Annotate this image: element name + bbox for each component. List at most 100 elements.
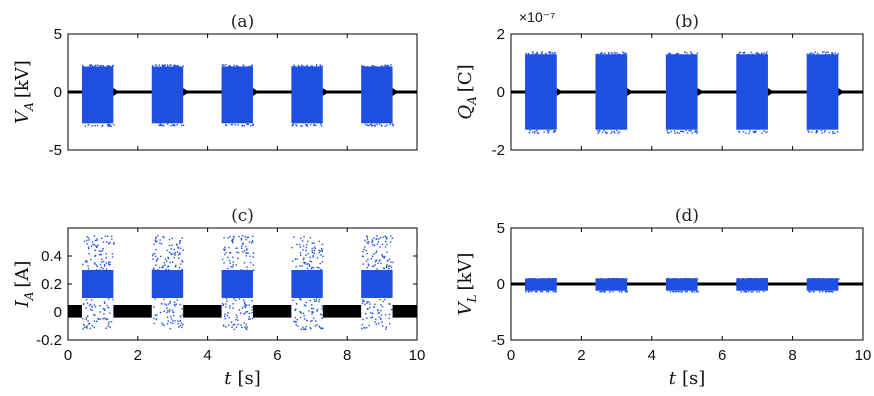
burst-block [151, 66, 184, 124]
scatter-point [825, 53, 827, 55]
scatter-point [747, 278, 750, 280]
scatter-point [296, 258, 298, 260]
scatter-point [178, 266, 181, 269]
scatter-point [737, 53, 740, 55]
scatter-point [227, 312, 229, 314]
scatter-point [94, 306, 97, 308]
scatter-point [237, 257, 239, 260]
scatter-point [596, 53, 599, 55]
scatter-point [548, 51, 550, 54]
scatter-point [381, 321, 383, 323]
scatter-point [828, 131, 831, 134]
scatter-point [830, 290, 832, 293]
scatter-point [310, 267, 313, 270]
scatter-point [755, 52, 757, 55]
scatter-point [152, 258, 154, 260]
scatter-point [370, 312, 372, 314]
scatter-point [809, 54, 811, 56]
scatter-point [181, 260, 183, 262]
burst-block [81, 66, 114, 124]
scatter-point [676, 131, 679, 134]
scatter-point [382, 300, 384, 303]
scatter-point [103, 317, 106, 319]
scatter-point [766, 51, 768, 53]
scatter-point [825, 51, 828, 53]
scatter-point [829, 278, 831, 280]
scatter-point [610, 52, 612, 54]
scatter-point [237, 124, 239, 126]
scatter-point [378, 238, 380, 240]
scatter-point [245, 66, 248, 68]
scatter-point [181, 268, 183, 271]
scatter-point [107, 123, 110, 125]
x-tick-label: 6 [273, 347, 281, 364]
scatter-point [107, 261, 110, 263]
y-tick-label: 0 [497, 276, 505, 293]
scatter-point [87, 315, 89, 317]
scatter-point [381, 305, 384, 308]
scatter-point [762, 277, 764, 280]
scatter-point [532, 53, 534, 55]
scatter-point [366, 252, 369, 255]
scatter-point [155, 238, 157, 240]
scatter-point [318, 249, 320, 252]
scatter-point [91, 125, 94, 127]
scatter-point [311, 242, 313, 245]
scatter-point [96, 124, 99, 127]
scatter-point [177, 322, 180, 325]
scatter-point [673, 278, 675, 280]
scatter-point [766, 278, 768, 280]
scatter-point [378, 123, 381, 126]
burst-end-marker [113, 88, 120, 96]
scatter-point [243, 124, 245, 127]
scatter-point [742, 130, 745, 133]
scatter-point [95, 269, 98, 271]
scatter-point [85, 307, 87, 309]
scatter-point [609, 290, 611, 293]
x-tick-label: 0 [507, 347, 515, 364]
scatter-point [168, 311, 171, 313]
scatter-point [174, 254, 176, 256]
scatter-point [321, 308, 323, 310]
scatter-point [317, 66, 320, 68]
scatter-point [364, 239, 366, 242]
scatter-point [695, 291, 698, 293]
scatter-point [387, 66, 390, 68]
scatter-point [101, 261, 103, 263]
y-axis-label: VA[kV] [12, 60, 36, 124]
scatter-point [159, 311, 162, 314]
scatter-point [376, 243, 379, 245]
scatter-point [90, 299, 93, 301]
scatter-point [246, 311, 249, 313]
burst-block [291, 270, 323, 298]
scatter-point [301, 240, 304, 242]
scatter-point [102, 260, 105, 263]
scatter-point [382, 325, 384, 327]
scatter-point [690, 278, 692, 280]
scatter-point [527, 52, 530, 55]
scatter-point [246, 266, 248, 268]
scatter-point [685, 129, 687, 132]
scatter-point [383, 267, 385, 269]
scatter-point [156, 240, 158, 243]
x-tick-label: 10 [855, 347, 872, 364]
scatter-point [86, 327, 88, 329]
scatter-point [245, 311, 247, 313]
scatter-point [601, 52, 603, 54]
scatter-point [230, 123, 233, 126]
scatter-point [295, 323, 297, 326]
scatter-point [534, 278, 536, 280]
scatter-point [299, 298, 301, 301]
scatter-point [365, 250, 367, 252]
scatter-point [738, 131, 741, 134]
scatter-point [99, 269, 101, 271]
scatter-point [375, 259, 378, 262]
scatter-point [154, 314, 156, 316]
scatter-point [176, 251, 179, 253]
scatter-point [167, 303, 170, 305]
scatter-point [82, 64, 84, 67]
scatter-point [814, 51, 816, 53]
scatter-point [366, 236, 369, 239]
scatter-point [547, 277, 549, 280]
scatter-point [241, 251, 244, 253]
